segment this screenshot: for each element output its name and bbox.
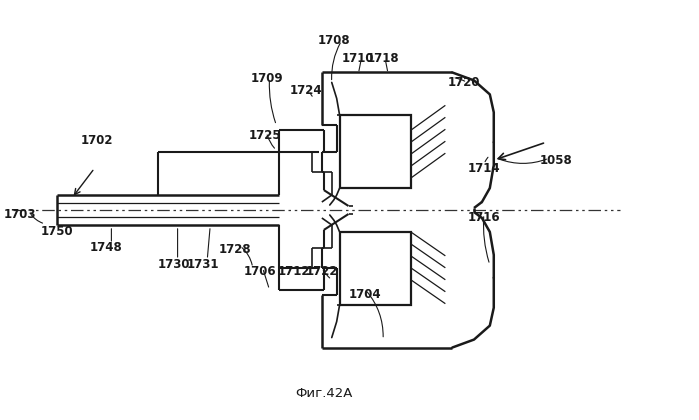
Text: 1722: 1722 bbox=[305, 265, 338, 278]
Text: 1703: 1703 bbox=[3, 208, 36, 221]
Text: 1706: 1706 bbox=[243, 265, 276, 278]
Text: 1704: 1704 bbox=[349, 288, 382, 301]
Text: 1714: 1714 bbox=[468, 162, 500, 175]
Text: Фиг.42A: Фиг.42A bbox=[295, 387, 352, 400]
Text: 1728: 1728 bbox=[219, 243, 251, 256]
Text: 1725: 1725 bbox=[248, 129, 281, 142]
Text: 1750: 1750 bbox=[41, 226, 73, 239]
Text: 1718: 1718 bbox=[367, 52, 399, 65]
Bar bbox=[340, 232, 411, 304]
Text: 1716: 1716 bbox=[468, 212, 500, 224]
Text: 1720: 1720 bbox=[448, 76, 480, 89]
Text: 1058: 1058 bbox=[540, 154, 572, 167]
Text: 1709: 1709 bbox=[250, 72, 283, 85]
Bar bbox=[340, 116, 411, 188]
Text: 1708: 1708 bbox=[317, 34, 350, 47]
Text: 1702: 1702 bbox=[80, 134, 113, 147]
Text: 1748: 1748 bbox=[90, 241, 123, 255]
Text: 1730: 1730 bbox=[157, 258, 190, 271]
Text: 1731: 1731 bbox=[187, 258, 219, 271]
Text: 1710: 1710 bbox=[342, 52, 375, 65]
Text: 1724: 1724 bbox=[289, 84, 322, 97]
Text: 1712: 1712 bbox=[278, 265, 310, 278]
